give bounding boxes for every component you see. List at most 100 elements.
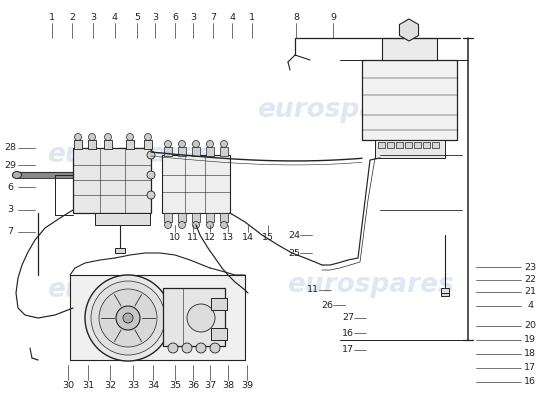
Bar (396, 142, 403, 148)
Text: 15: 15 (262, 234, 274, 242)
Text: 3: 3 (90, 14, 96, 22)
Text: 5: 5 (134, 14, 140, 22)
Bar (432, 142, 439, 148)
Text: 27: 27 (342, 314, 354, 322)
Bar (211, 298, 227, 310)
Bar (362, 60, 457, 140)
Bar (220, 147, 228, 156)
Text: 21: 21 (524, 288, 536, 296)
Circle shape (164, 222, 172, 228)
Circle shape (206, 222, 213, 228)
Text: 3: 3 (7, 206, 13, 214)
Bar (206, 213, 214, 222)
Circle shape (206, 140, 213, 148)
Bar (163, 288, 225, 346)
Circle shape (168, 343, 178, 353)
Text: 7: 7 (210, 14, 216, 22)
Text: 3: 3 (190, 14, 196, 22)
Text: 38: 38 (222, 380, 234, 390)
Bar (192, 213, 200, 222)
Text: 26: 26 (321, 300, 333, 310)
Text: 10: 10 (169, 234, 181, 242)
Circle shape (221, 222, 228, 228)
Polygon shape (399, 19, 419, 41)
Bar (441, 293, 449, 296)
Circle shape (147, 171, 155, 179)
Text: 35: 35 (169, 380, 181, 390)
Bar (387, 142, 394, 148)
Text: 16: 16 (342, 328, 354, 338)
Circle shape (74, 134, 81, 140)
Bar (211, 328, 227, 340)
Circle shape (91, 281, 165, 355)
Text: 36: 36 (187, 380, 199, 390)
Text: 30: 30 (62, 380, 74, 390)
Bar (144, 140, 152, 149)
Bar (115, 248, 125, 253)
Circle shape (85, 275, 171, 361)
Circle shape (196, 343, 206, 353)
Text: 6: 6 (172, 14, 178, 22)
Text: 33: 33 (127, 380, 139, 390)
Text: 37: 37 (204, 380, 216, 390)
Text: eurospares: eurospares (47, 142, 213, 168)
Text: 17: 17 (342, 346, 354, 354)
Bar (104, 140, 112, 149)
Ellipse shape (13, 172, 21, 178)
Bar (70, 275, 245, 360)
Bar (73, 148, 151, 213)
Circle shape (126, 134, 134, 140)
Circle shape (192, 222, 200, 228)
Text: 39: 39 (241, 380, 253, 390)
Bar (423, 142, 430, 148)
Bar (95, 213, 150, 225)
Bar (192, 147, 200, 156)
Text: eurospares: eurospares (287, 272, 453, 298)
Text: 2: 2 (69, 14, 75, 22)
Bar (164, 147, 172, 156)
Text: 4: 4 (229, 14, 235, 22)
Text: 1: 1 (49, 14, 55, 22)
Text: 3: 3 (152, 14, 158, 22)
Circle shape (192, 140, 200, 148)
Circle shape (99, 289, 157, 347)
Bar (164, 213, 172, 222)
Text: 31: 31 (82, 380, 94, 390)
Circle shape (182, 343, 192, 353)
Bar (206, 147, 214, 156)
Text: 19: 19 (524, 336, 536, 344)
Bar (126, 140, 134, 149)
Text: 22: 22 (524, 276, 536, 284)
Text: 11: 11 (187, 234, 199, 242)
Text: 23: 23 (524, 262, 536, 272)
Circle shape (221, 140, 228, 148)
Bar (162, 155, 230, 213)
Text: 8: 8 (293, 14, 299, 22)
Circle shape (145, 134, 151, 140)
Text: 28: 28 (4, 144, 16, 152)
Bar (178, 213, 186, 222)
Circle shape (210, 343, 220, 353)
Bar (405, 142, 412, 148)
Circle shape (123, 313, 133, 323)
Circle shape (116, 306, 140, 330)
Text: 29: 29 (4, 160, 16, 170)
Text: 20: 20 (524, 322, 536, 330)
Text: 34: 34 (147, 380, 159, 390)
Bar (378, 142, 385, 148)
Text: 14: 14 (242, 234, 254, 242)
Text: 16: 16 (524, 378, 536, 386)
Text: 4: 4 (112, 14, 118, 22)
Text: 32: 32 (104, 380, 116, 390)
Circle shape (147, 151, 155, 159)
Bar (441, 288, 449, 293)
Text: 18: 18 (524, 350, 536, 358)
Circle shape (179, 140, 185, 148)
Circle shape (89, 134, 96, 140)
Text: 13: 13 (222, 234, 234, 242)
Text: eurospares: eurospares (257, 97, 424, 123)
Text: 9: 9 (330, 14, 336, 22)
Circle shape (187, 304, 215, 332)
Text: 25: 25 (288, 248, 300, 258)
Bar (375, 140, 445, 158)
